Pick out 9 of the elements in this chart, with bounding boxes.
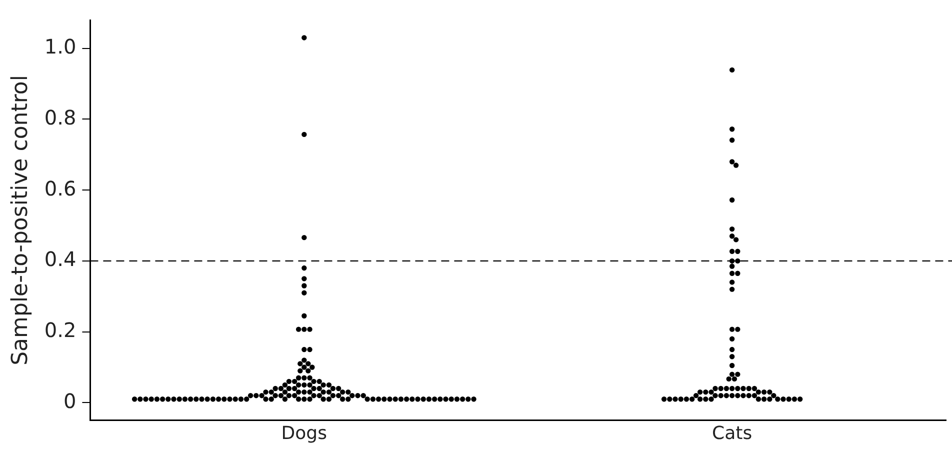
x-tick-label: Cats — [712, 422, 752, 444]
y-tick-label: 0 — [63, 388, 76, 413]
y-tick-label: 1.0 — [44, 34, 76, 59]
x-tick-label: Dogs — [281, 422, 327, 444]
y-tick-label: 0.4 — [44, 247, 76, 272]
y-axis-title: Sample-to-positive control — [8, 74, 33, 366]
y-tick-label: 0.8 — [44, 105, 76, 130]
y-tick-label: 0.6 — [44, 176, 76, 200]
y-tick-label: 0.2 — [44, 318, 76, 342]
